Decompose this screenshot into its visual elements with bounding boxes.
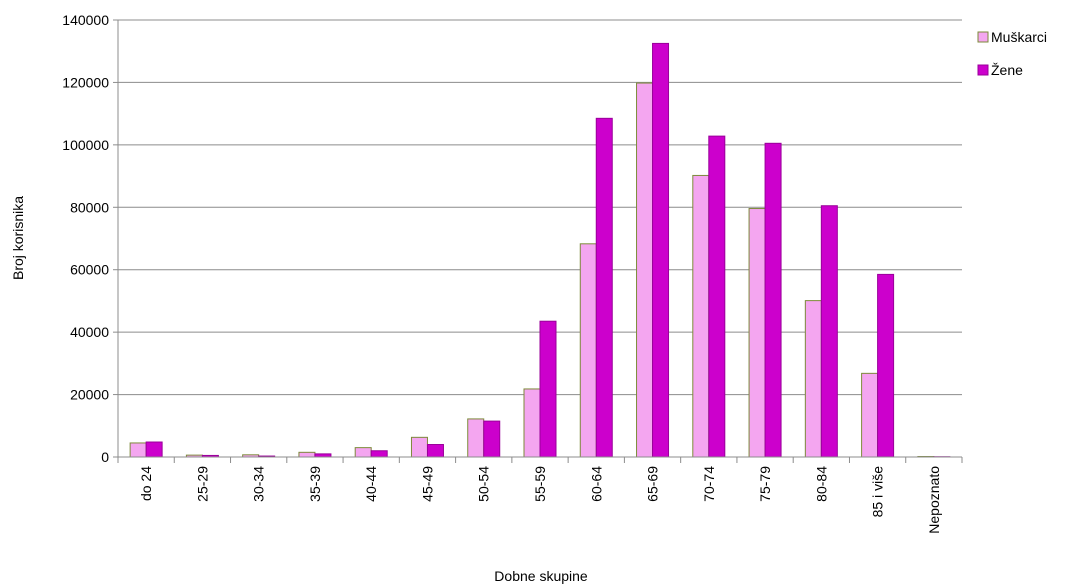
- bar: [467, 418, 485, 458]
- bar: [804, 300, 822, 458]
- y-axis-title: Broj korisnika: [10, 196, 26, 280]
- x-tick-label: 75-79: [757, 466, 773, 502]
- x-tick-label: 60-64: [588, 466, 604, 502]
- x-tick-label: 25-29: [194, 466, 210, 502]
- x-tick-label: 35-39: [307, 466, 323, 502]
- bar: [877, 273, 895, 458]
- y-tick-label: 120000: [62, 74, 109, 90]
- bar: [483, 420, 501, 458]
- y-tick-label: 60000: [70, 262, 109, 278]
- x-tick-label: 80-84: [813, 466, 829, 502]
- y-tick-label: 100000: [62, 137, 109, 153]
- x-tick-label: 50-54: [476, 466, 492, 502]
- bar: [636, 82, 654, 458]
- x-tick-label: 70-74: [701, 466, 717, 502]
- bar: [539, 320, 557, 458]
- gridlines: [118, 19, 962, 396]
- bar: [595, 117, 613, 458]
- legend: Muškarci Žene: [977, 29, 1047, 78]
- bar: [129, 442, 147, 458]
- bar: [426, 444, 444, 458]
- x-tick-label: Nepoznato: [926, 466, 942, 534]
- bar: [523, 388, 541, 458]
- x-tick-label: 85 i više: [870, 466, 886, 518]
- y-tick-label: 20000: [70, 387, 109, 403]
- bar: [579, 243, 597, 458]
- legend-label: Muškarci: [991, 29, 1047, 45]
- bar: [708, 135, 726, 458]
- x-tick-label: 65-69: [645, 466, 661, 502]
- bar: [354, 447, 372, 458]
- x-tick-label: 45-49: [419, 466, 435, 502]
- bar: [820, 205, 838, 458]
- bar: [370, 450, 388, 458]
- bar: [145, 441, 163, 458]
- y-tick-label: 40000: [70, 324, 109, 340]
- bar: [692, 174, 710, 458]
- y-tick-label: 80000: [70, 199, 109, 215]
- bar: [298, 451, 316, 458]
- x-axis-ticks: do 24 25-29 30-34 35-39 40-44 45-49 50-54 55-59…: [117, 457, 963, 534]
- x-tick-label: 55-59: [532, 466, 548, 502]
- bars: [129, 42, 951, 458]
- x-tick-label: do 24: [138, 466, 154, 501]
- bar: [748, 208, 766, 458]
- axes: [117, 20, 962, 458]
- x-axis-title: Dobne skupine: [494, 568, 588, 584]
- legend-label: Žene: [991, 62, 1023, 78]
- x-tick-label: 40-44: [363, 466, 379, 502]
- legend-swatch: [977, 31, 989, 43]
- legend-swatch: [977, 64, 989, 76]
- bar: [410, 436, 428, 458]
- y-axis-ticks: 0 20000 40000 60000 80000 100000 120000 140000: [62, 12, 118, 465]
- x-tick-label: 30-34: [251, 466, 267, 502]
- y-tick-label: 140000: [62, 12, 109, 28]
- bar: [764, 142, 782, 458]
- bar: [861, 372, 879, 458]
- y-tick-label: 0: [101, 449, 109, 465]
- bar: [652, 42, 670, 458]
